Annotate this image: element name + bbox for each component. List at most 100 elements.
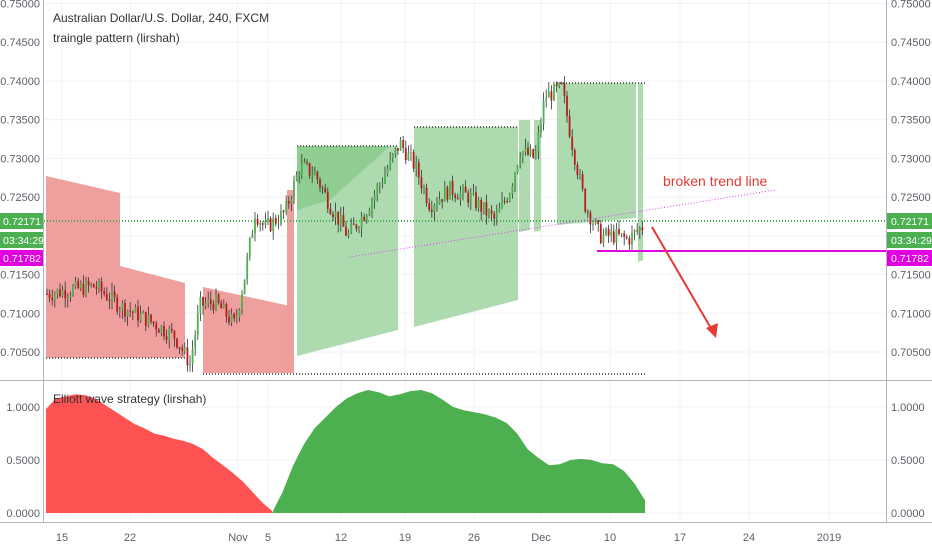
- candle-body: [82, 283, 85, 296]
- candle-body: [365, 215, 368, 221]
- candle-body: [295, 174, 298, 181]
- candle-body: [337, 211, 340, 225]
- candle-body: [72, 286, 74, 296]
- candle-body: [404, 147, 407, 161]
- candle-body: [85, 281, 87, 296]
- candle-body: [599, 224, 602, 244]
- svg-text:03:34:29: 03:34:29: [891, 235, 932, 247]
- candle-body: [241, 293, 243, 310]
- candle-body: [246, 256, 249, 280]
- candle-body: [339, 215, 342, 225]
- candle-body: [256, 218, 259, 225]
- candle-body: [350, 223, 353, 233]
- candle-body: [306, 162, 308, 164]
- candle-body: [269, 218, 272, 231]
- candle-body: [514, 172, 516, 186]
- close-price-tag-left: 0.72171: [0, 213, 43, 229]
- candle-body: [589, 212, 592, 225]
- candle-body: [56, 289, 59, 295]
- time-tick-label: 15: [56, 532, 68, 544]
- candle-body: [355, 224, 358, 229]
- candle-body: [529, 149, 532, 155]
- candle-body: [615, 228, 618, 243]
- candle-body: [222, 304, 225, 309]
- candle-body: [438, 199, 441, 204]
- candle-body: [116, 297, 119, 312]
- candle-body: [248, 237, 251, 257]
- candle-body: [428, 203, 431, 210]
- annotation-text: broken trend line: [663, 173, 768, 189]
- candle-body: [537, 132, 540, 152]
- candle-body: [358, 228, 360, 230]
- candle-body: [316, 171, 319, 180]
- candle-body: [137, 306, 139, 321]
- candle-body: [420, 177, 423, 189]
- candle-body: [79, 283, 82, 288]
- candle-body: [467, 192, 470, 203]
- candle-body: [267, 218, 269, 222]
- candle-body: [394, 148, 397, 154]
- candle-body: [532, 149, 535, 158]
- candle-body: [61, 290, 64, 297]
- svg-text:03:34:29: 03:34:29: [3, 235, 44, 247]
- candle-body: [126, 310, 129, 317]
- time-tick-label: 26: [468, 532, 480, 544]
- candle-body: [605, 228, 607, 235]
- bullish-oscillator-area: [272, 390, 645, 513]
- candle-body: [139, 313, 142, 321]
- candle-body: [51, 297, 54, 301]
- candle-body: [594, 220, 597, 224]
- candle-body: [124, 302, 126, 317]
- bearish-pattern-zone: [46, 176, 120, 358]
- candle-body: [638, 227, 641, 232]
- candle-body: [503, 200, 506, 202]
- candle-body: [329, 208, 332, 214]
- price-tick-label-right: 0.74500: [891, 37, 931, 49]
- candle-body: [391, 153, 394, 159]
- candle-body: [345, 226, 347, 236]
- candle-body: [176, 338, 178, 348]
- candle-body: [371, 200, 373, 211]
- candle-body: [264, 221, 267, 225]
- candle-body: [592, 223, 594, 225]
- candle-body: [321, 187, 324, 189]
- candle-body: [324, 188, 327, 193]
- candle-body: [415, 162, 418, 169]
- price-tick-label-left: 0.75000: [0, 0, 40, 11]
- price-tick-label-right: 0.73500: [891, 115, 931, 127]
- candle-body: [493, 213, 496, 219]
- downward-arrow-head: [706, 323, 718, 338]
- candle-body: [360, 216, 363, 229]
- candle-body: [555, 84, 558, 87]
- candle-body: [451, 180, 454, 196]
- candle-body: [521, 151, 524, 158]
- candle-body: [228, 316, 230, 323]
- candle-body: [285, 201, 288, 213]
- candle-body: [368, 210, 371, 216]
- price-tick-label-left: 0.71000: [0, 308, 40, 320]
- candle-body: [69, 295, 72, 297]
- candle-body: [560, 82, 563, 84]
- osc-tick-label-right: 0.5000: [891, 455, 925, 467]
- candle-body: [170, 328, 173, 331]
- candle-body: [631, 232, 633, 245]
- candle-body: [118, 310, 121, 312]
- time-tick-label: Dec: [531, 532, 551, 544]
- candle-body: [581, 174, 584, 189]
- bullish-pattern-zone: [638, 83, 643, 262]
- candle-body: [66, 296, 69, 299]
- candle-body: [527, 147, 529, 155]
- candle-body: [168, 328, 171, 340]
- candle-body: [160, 325, 163, 333]
- osc-tick-label-right: 0.0000: [891, 508, 925, 520]
- osc-tick-label-left: 0.0000: [6, 508, 40, 520]
- candle-body: [384, 174, 386, 184]
- price-tick-label-right: 0.71000: [891, 308, 931, 320]
- candle-body: [95, 287, 98, 289]
- candle-body: [423, 187, 425, 189]
- svg-text:0.71782: 0.71782: [891, 253, 929, 265]
- candle-body: [194, 334, 197, 350]
- candle-body: [545, 97, 548, 101]
- candle-body: [134, 306, 137, 313]
